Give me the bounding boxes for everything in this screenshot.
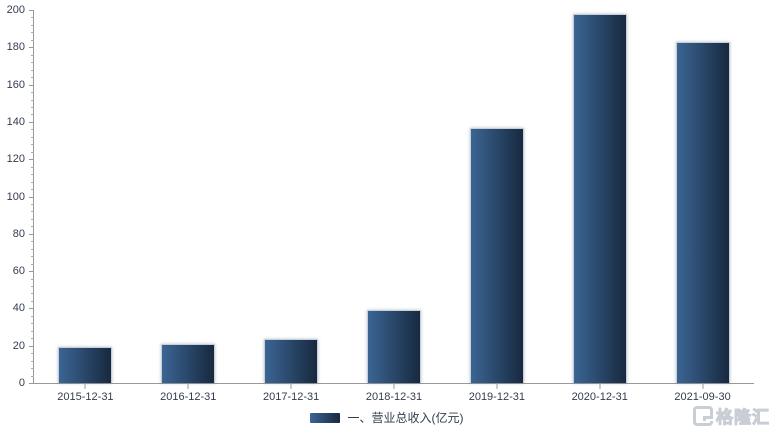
y-axis-major-tick bbox=[29, 383, 34, 384]
y-axis-minor-tick bbox=[31, 375, 34, 377]
y-axis-minor-tick bbox=[31, 174, 34, 176]
y-axis-minor-tick bbox=[31, 226, 34, 228]
y-axis-major-tick bbox=[29, 271, 34, 273]
y-axis-tick-label: 40 bbox=[12, 302, 25, 315]
y-axis-minor-tick bbox=[31, 203, 34, 205]
y-axis-minor-tick bbox=[31, 315, 34, 317]
y-axis-minor-tick bbox=[31, 293, 34, 295]
x-axis-tick bbox=[599, 383, 601, 389]
y-axis-minor-tick bbox=[31, 77, 34, 79]
bar-2017-12-31[interactable] bbox=[264, 339, 319, 383]
y-axis-minor-tick bbox=[31, 99, 34, 101]
y-axis-minor-tick bbox=[31, 106, 34, 108]
y-axis-major-tick bbox=[29, 121, 34, 123]
y-axis-minor-tick bbox=[31, 353, 34, 355]
y-axis-minor-tick bbox=[31, 300, 34, 302]
x-axis-tick bbox=[393, 383, 395, 389]
bar-2020-12-31[interactable] bbox=[572, 13, 627, 383]
x-axis-tick-label: 2019-12-31 bbox=[468, 391, 525, 403]
y-axis-minor-tick bbox=[31, 92, 34, 94]
y-axis-major-tick bbox=[29, 196, 34, 198]
y-axis-minor-tick bbox=[31, 69, 34, 71]
y-axis-minor-tick bbox=[31, 151, 34, 153]
legend-label: 一、营业总收入(亿元) bbox=[347, 411, 464, 425]
y-axis-major-tick bbox=[29, 47, 34, 49]
watermark-text: 格隆汇 bbox=[716, 408, 770, 428]
y-axis-tick-label: 200 bbox=[6, 4, 25, 16]
x-axis-tick bbox=[702, 383, 704, 389]
y-axis-minor-tick bbox=[31, 54, 34, 56]
x-axis-tick bbox=[187, 383, 189, 389]
x-axis-tick-label: 2015-12-31 bbox=[57, 391, 114, 403]
x-axis-tick-label: 2020-12-31 bbox=[571, 391, 628, 403]
y-axis-tick-label: 180 bbox=[6, 41, 25, 54]
y-axis-tick-label: 80 bbox=[12, 227, 25, 240]
y-axis-tick-label: 120 bbox=[6, 153, 25, 166]
x-axis-tick-label: 2016-12-31 bbox=[160, 391, 217, 403]
y-axis-minor-tick bbox=[31, 330, 34, 332]
y-axis-minor-tick bbox=[31, 218, 34, 220]
y-axis-major-tick bbox=[29, 233, 34, 235]
y-axis-minor-tick bbox=[31, 181, 34, 183]
y-axis-minor-tick bbox=[31, 338, 34, 340]
y-axis-minor-tick bbox=[31, 286, 34, 288]
y-axis-minor-tick bbox=[31, 323, 34, 325]
y-axis-minor-tick bbox=[31, 129, 34, 131]
x-axis-tick-label: 2018-12-31 bbox=[365, 391, 423, 403]
y-axis-tick-label: 0 bbox=[18, 377, 25, 389]
y-axis-minor-tick bbox=[31, 114, 34, 116]
y-axis-minor-tick bbox=[31, 32, 34, 34]
y-axis-minor-tick bbox=[31, 144, 34, 146]
x-axis-tick-label: 2017-12-31 bbox=[263, 391, 320, 403]
gelonghui-logo-icon bbox=[693, 405, 713, 426]
y-axis-minor-tick bbox=[31, 256, 34, 258]
bar-2018-12-31[interactable] bbox=[367, 310, 421, 383]
y-axis-minor-tick bbox=[31, 39, 34, 41]
x-axis-tick bbox=[496, 383, 498, 389]
bar-2015-12-31[interactable] bbox=[58, 346, 113, 383]
watermark: 格隆汇 bbox=[693, 403, 770, 428]
y-axis-minor-tick bbox=[31, 166, 34, 168]
bar-2016-12-31[interactable] bbox=[161, 343, 216, 383]
x-axis-tick-label: 2021-09-30 bbox=[674, 391, 731, 403]
x-axis-tick bbox=[290, 383, 292, 389]
y-axis-minor-tick bbox=[31, 189, 34, 191]
y-axis-minor-tick bbox=[31, 248, 34, 250]
y-axis-major-tick bbox=[29, 308, 34, 310]
y-axis-tick-label: 160 bbox=[6, 78, 25, 91]
y-axis-minor-tick bbox=[31, 368, 34, 370]
y-axis-major-tick bbox=[29, 10, 34, 11]
y-axis-minor-tick bbox=[31, 241, 34, 243]
y-axis-minor-tick bbox=[31, 278, 34, 280]
y-axis-minor-tick bbox=[31, 62, 34, 64]
y-axis-minor-tick bbox=[31, 17, 34, 19]
y-axis-minor-tick bbox=[31, 24, 34, 26]
x-axis-tick bbox=[84, 383, 86, 389]
y-axis-tick-label: 60 bbox=[12, 265, 25, 278]
y-axis-minor-tick bbox=[31, 211, 34, 213]
bar-2019-12-31[interactable] bbox=[469, 128, 524, 383]
y-axis-major-tick bbox=[29, 84, 34, 86]
y-axis-minor-tick bbox=[31, 263, 34, 265]
y-axis-tick-label: 100 bbox=[6, 190, 25, 203]
plot-area: 0 20 40 60 80 100 120 140 160 180 200 2015-12-31 201… bbox=[7, 4, 754, 403]
y-axis-minor-tick bbox=[31, 136, 34, 138]
legend-swatch-icon bbox=[309, 412, 340, 423]
legend[interactable]: 一、营业总收入(亿元) bbox=[0, 409, 773, 426]
bar-2021-09-30[interactable] bbox=[675, 41, 730, 383]
y-axis-major-tick bbox=[29, 345, 34, 347]
y-axis-major-tick bbox=[29, 159, 34, 161]
y-axis-tick-label: 20 bbox=[12, 339, 25, 352]
y-axis-minor-tick bbox=[31, 360, 34, 362]
y-axis-tick-label: 140 bbox=[6, 115, 25, 128]
